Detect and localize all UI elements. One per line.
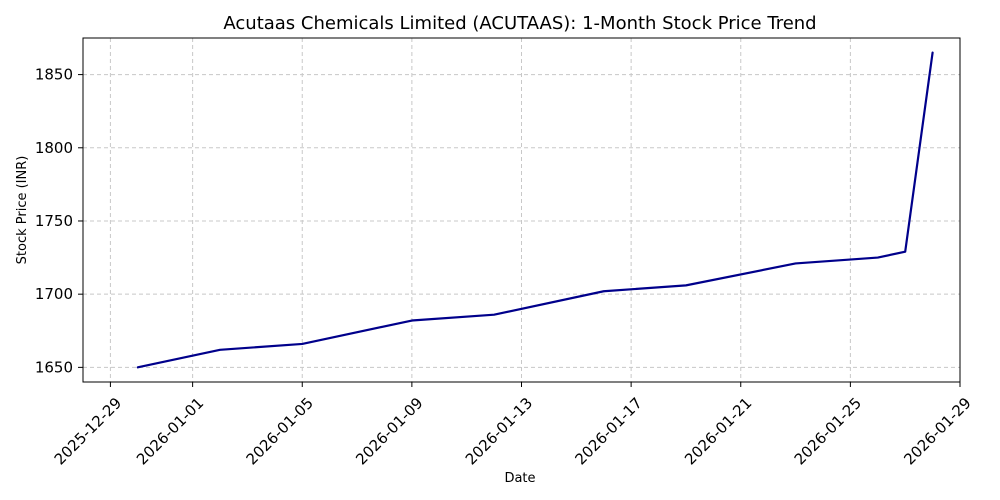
x-tick-label: 2026-01-25 [791, 394, 865, 468]
x-axis-ticks: 2025-12-29 2026-01-01 2026-01-05 2026-01-09… [51, 382, 975, 468]
y-tick-label: 1800 [35, 139, 73, 157]
y-axis-ticks: 1650 1700 1750 1800 1850 [35, 66, 83, 376]
x-tick-label: 2026-01-05 [243, 394, 317, 468]
x-tick-label: 2026-01-01 [133, 394, 207, 468]
y-tick-label: 1700 [35, 285, 73, 303]
x-tick-label: 2025-12-29 [51, 394, 125, 468]
grid-lines [83, 38, 961, 382]
y-tick-label: 1650 [35, 358, 73, 376]
x-tick-label: 2026-01-17 [571, 394, 645, 468]
y-axis-label: Stock Price (INR) [15, 156, 30, 265]
x-tick-label: 2026-01-29 [900, 394, 974, 468]
price-series-line [136, 51, 934, 369]
chart-title: Acutaas Chemicals Limited (ACUTAAS): 1-M… [223, 13, 816, 34]
y-tick-label: 1850 [35, 66, 73, 84]
x-axis-label: Date [504, 471, 535, 486]
x-tick-label: 2026-01-21 [681, 394, 755, 468]
series-layer [136, 51, 934, 369]
x-tick-label: 2026-01-09 [352, 394, 426, 468]
y-tick-label: 1750 [35, 212, 73, 230]
x-tick-label: 2026-01-13 [462, 394, 536, 468]
